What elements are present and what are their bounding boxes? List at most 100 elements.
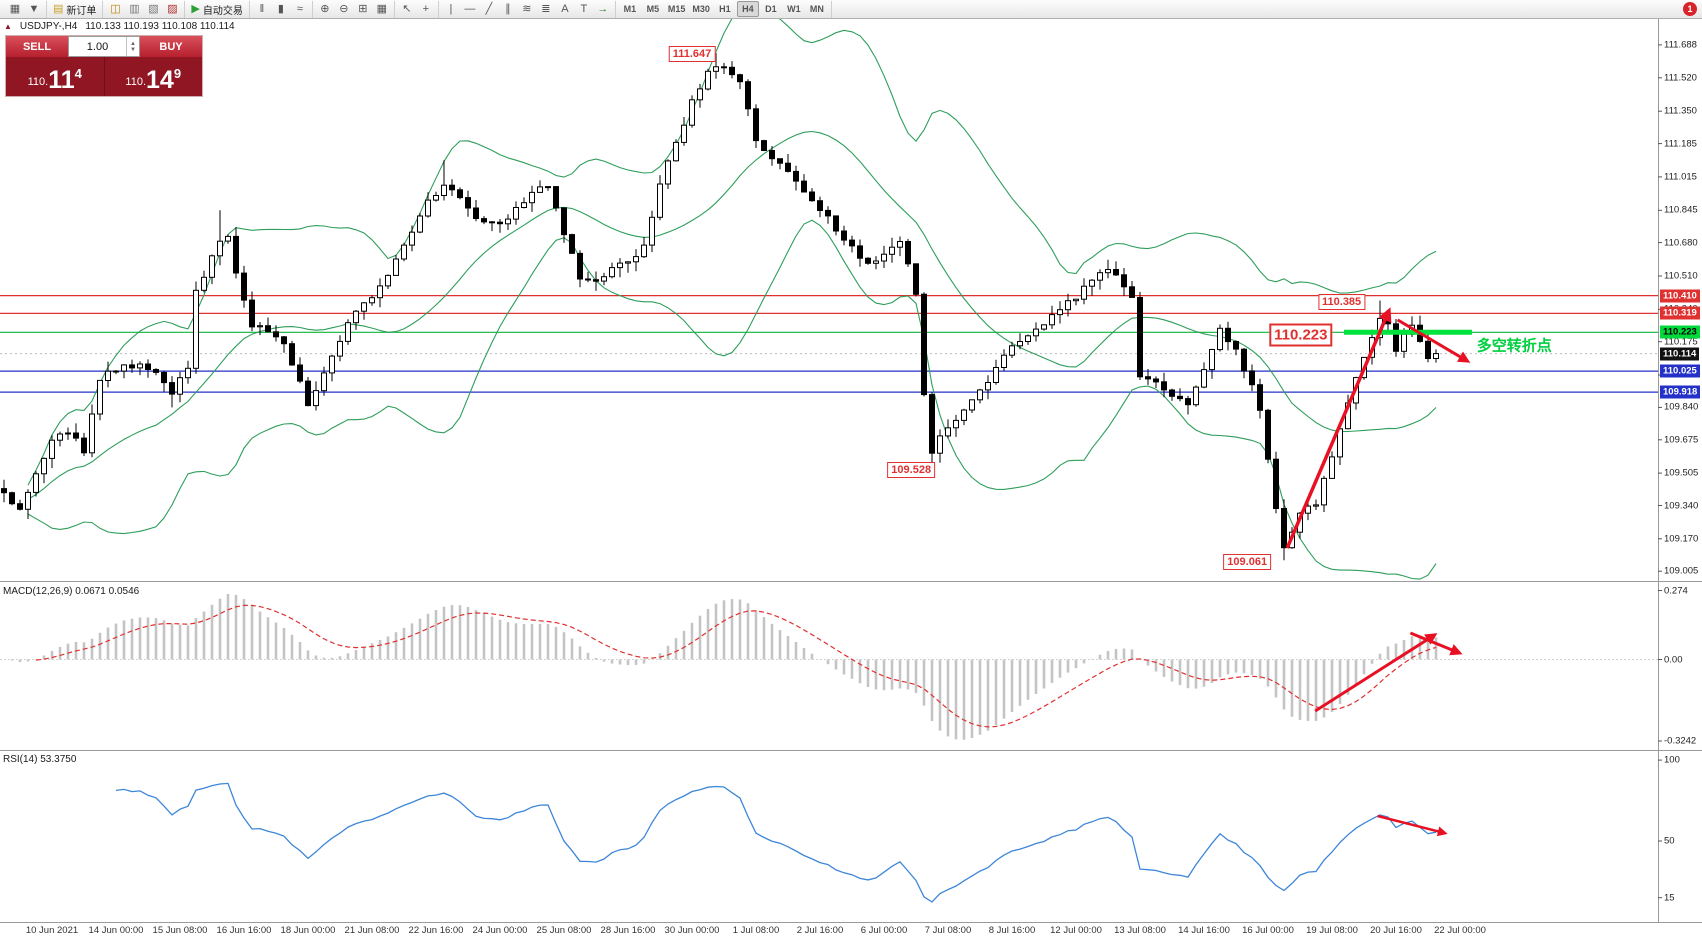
- volume-down-icon[interactable]: ▼: [130, 46, 136, 53]
- terminal-button[interactable]: ▨: [163, 1, 181, 17]
- rsi-pane: [115, 782, 1437, 903]
- macd-pane: [0, 594, 1658, 740]
- toolbar-group: ▶ 自动交易: [185, 0, 250, 18]
- notification-badge[interactable]: 1: [1683, 2, 1697, 16]
- timeframe-h4-button[interactable]: H4: [736, 1, 759, 17]
- timeframe-h1-button[interactable]: H1: [719, 4, 731, 14]
- bar-chart-button[interactable]: ‖: [253, 1, 271, 17]
- buy-price[interactable]: 110. 14 9: [105, 57, 203, 96]
- buy-button[interactable]: BUY: [140, 36, 202, 57]
- timeframe-w1-button[interactable]: W1: [787, 4, 801, 14]
- new-order-button[interactable]: ▤ 新订单: [50, 1, 99, 17]
- market-watch-icon: ◫: [110, 2, 121, 15]
- bar-chart-icon: ‖: [259, 2, 265, 15]
- volume-up-icon[interactable]: ▲: [130, 40, 136, 47]
- trade-panel-controls: SELL 1.00 ▲ ▼ BUY: [6, 36, 202, 57]
- chart-symbol-info: ▲ USDJPY-,H4 110.133 110.193 110.108 110…: [4, 21, 235, 32]
- fibonacci-button[interactable]: ≋: [518, 1, 536, 17]
- trend-arrow-1[interactable]: [1285, 307, 1392, 549]
- sell-price-main: 11: [48, 66, 75, 94]
- ohlc-values: 110.133 110.193 110.108 110.114: [85, 21, 235, 32]
- chart-list-button[interactable]: ▼: [25, 1, 43, 17]
- main-toolbar: ▦ ▼ ▤ 新订单 ◫ ▥ ▧ ▨ ▶ 自动交易 ‖ ▮ ≈ ⊕ ⊖ ⊞ ▦ ↖ + | — ╱ ∥ ≋ ≣ A T → M1 M5 M15…: [0, 0, 1702, 19]
- buy-price-prefix: 110.: [125, 76, 147, 88]
- macd-signal-line: [35, 604, 1437, 728]
- grid-button[interactable]: ⊞: [354, 1, 372, 17]
- rsi-line: [115, 782, 1437, 903]
- sell-price[interactable]: 110. 11 4: [6, 57, 105, 96]
- trendline-button[interactable]: ╱: [480, 1, 498, 17]
- timeframe-d1-button[interactable]: D1: [765, 4, 777, 14]
- chart-area: ▲ USDJPY-,H4 110.133 110.193 110.108 110…: [0, 19, 1702, 941]
- arrow-object-button[interactable]: →: [594, 1, 612, 17]
- text-icon: A: [561, 2, 569, 15]
- candlestick-chart-button[interactable]: ▮: [272, 1, 290, 17]
- bollinger-middle-band: [27, 130, 1437, 500]
- timeframe-group: M1 M5 M15 M30 H1 H4 D1 W1 MN: [616, 0, 832, 18]
- horizontal-line-button[interactable]: —: [461, 1, 479, 17]
- vertical-line-button[interactable]: |: [442, 1, 460, 17]
- volume-value: 1.00: [86, 40, 109, 53]
- objects-list-button[interactable]: ≣: [537, 1, 555, 17]
- tile-windows-button[interactable]: ▦: [373, 1, 391, 17]
- market-watch-button[interactable]: ◫: [106, 1, 124, 17]
- trend-arrow-3[interactable]: [1314, 633, 1438, 713]
- sell-price-pip: 4: [74, 66, 82, 81]
- text-button[interactable]: A: [556, 1, 574, 17]
- timeframe-mn-button[interactable]: MN: [809, 4, 824, 14]
- toolbar-group: ↖ +: [395, 0, 439, 18]
- data-window-icon: ▥: [129, 2, 140, 15]
- volume-input[interactable]: 1.00 ▲ ▼: [68, 36, 140, 57]
- timeframe-m15-button[interactable]: M15: [667, 4, 686, 14]
- timeframe-m1-button[interactable]: M1: [623, 4, 637, 14]
- symbol-title: USDJPY-,H4: [19, 21, 78, 32]
- candlestick-chart-icon: ▮: [277, 2, 284, 15]
- grid-icon: ⊞: [358, 2, 368, 15]
- cursor-button[interactable]: ↖: [398, 1, 416, 17]
- line-chart-button[interactable]: ≈: [291, 1, 309, 17]
- text-label-button[interactable]: T: [575, 1, 593, 17]
- toolbar-group: ◫ ▥ ▧ ▨: [103, 0, 186, 18]
- trend-arrow-5[interactable]: [1377, 814, 1448, 837]
- macd-indicator-label: MACD(12,26,9) 0.0671 0.0546: [3, 586, 140, 597]
- cursor-icon: ↖: [402, 2, 412, 15]
- toolbar-group: ▦ ▼: [3, 0, 47, 18]
- bollinger-upper-band: [27, 19, 1437, 486]
- vertical-line-icon: |: [449, 2, 453, 15]
- text-label-icon: T: [580, 2, 588, 15]
- trendline-icon: ╱: [485, 2, 493, 15]
- trend-arrow-2[interactable]: [1396, 318, 1471, 363]
- data-window-button[interactable]: ▥: [125, 1, 143, 17]
- rsi-indicator-label: RSI(14) 53.3750: [3, 754, 77, 765]
- equidistant-channel-button[interactable]: ∥: [499, 1, 517, 17]
- trend-arrow-4[interactable]: [1409, 631, 1463, 656]
- crosshair-icon: +: [422, 2, 430, 15]
- toolbar-group: ⊕ ⊖ ⊞ ▦: [313, 0, 395, 18]
- timeframe-m5-button[interactable]: M5: [646, 4, 660, 14]
- new-chart-icon: ▦: [9, 2, 21, 15]
- sell-button[interactable]: SELL: [6, 36, 68, 57]
- fibonacci-icon: ≋: [522, 2, 532, 15]
- auto-trading-button[interactable]: ▶ 自动交易: [188, 1, 245, 17]
- new-chart-button[interactable]: ▦: [6, 1, 24, 17]
- navigator-button[interactable]: ▧: [144, 1, 162, 17]
- trade-panel-prices: 110. 11 4 110. 14 9: [6, 57, 202, 96]
- sell-price-prefix: 110.: [27, 76, 49, 88]
- terminal-icon: ▨: [167, 2, 178, 15]
- one-click-trading-panel: SELL 1.00 ▲ ▼ BUY 110. 11 4 110. 14 9: [6, 36, 202, 96]
- line-chart-icon: ≈: [296, 2, 303, 15]
- buy-price-pip: 9: [173, 66, 182, 81]
- symbol-marker-icon: ▲: [4, 22, 12, 31]
- toolbar-group: | — ╱ ∥ ≋ ≣ A T →: [439, 0, 616, 18]
- zoom-out-button[interactable]: ⊖: [335, 1, 353, 17]
- zoom-in-icon: ⊕: [320, 2, 330, 15]
- zoom-in-button[interactable]: ⊕: [316, 1, 334, 17]
- volume-stepper[interactable]: ▲ ▼: [126, 37, 139, 56]
- price-chart-canvas[interactable]: [0, 19, 1702, 941]
- objects-list-icon: ≣: [541, 2, 551, 15]
- crosshair-button[interactable]: +: [417, 1, 435, 17]
- equidistant-channel-icon: ∥: [505, 2, 511, 15]
- auto-trading-icon: ▶: [191, 2, 200, 15]
- timeframe-m30-button[interactable]: M30: [692, 4, 710, 14]
- chart-list-icon: ▼: [28, 2, 40, 15]
